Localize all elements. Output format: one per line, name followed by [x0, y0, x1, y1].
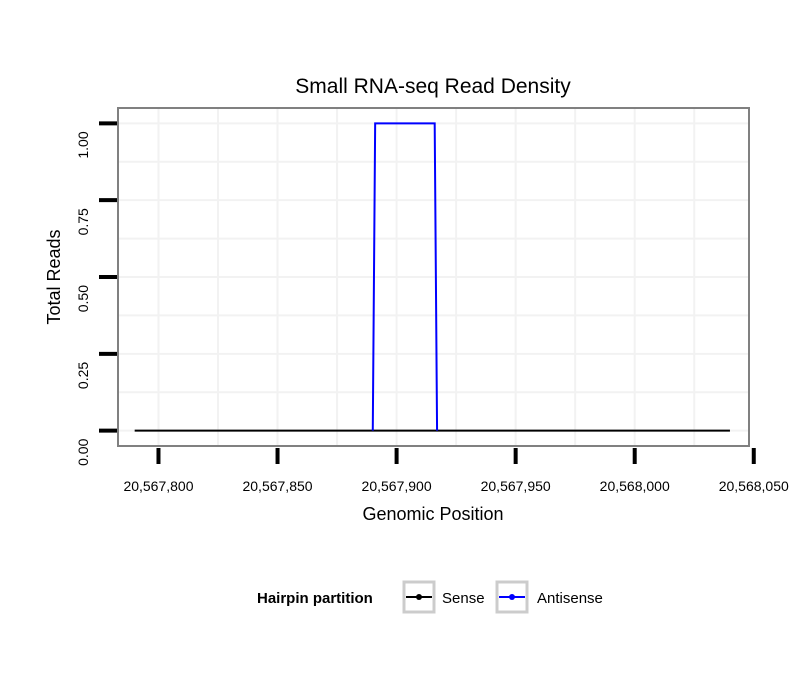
axis-layer: 20,567,800 20,567,850 20,567,900 20,567,950… [75, 121, 789, 494]
x-tick-label: 20,567,800 [123, 478, 193, 494]
x-tick-label: 20,568,050 [719, 478, 789, 494]
x-tick-label: 20,568,000 [600, 478, 670, 494]
x-tick-label: 20,567,950 [481, 478, 551, 494]
legend-label-sense: Sense [442, 590, 485, 607]
plot-panel-border [117, 107, 750, 447]
chart-title: Small RNA-seq Read Density [295, 75, 571, 98]
legend-title: Hairpin partition [257, 590, 373, 607]
x-tick-label: 20,567,900 [362, 478, 432, 494]
y-tick-label: 1.00 [75, 131, 91, 158]
y-tick-label: 0.75 [75, 208, 91, 235]
legend-point-sense [416, 594, 422, 600]
y-tick-label: 0.25 [75, 362, 91, 389]
x-tick-label: 20,567,850 [242, 478, 312, 494]
legend-point-antisense [509, 594, 515, 600]
grid-layer [118, 108, 749, 446]
series-line-antisense [371, 122, 439, 431]
legend: Hairpin partition Sense Antisense [257, 580, 603, 614]
y-axis-label: Total Reads [44, 229, 64, 324]
y-tick-label: 0.00 [75, 438, 91, 465]
y-tick-label: 0.50 [75, 285, 91, 312]
x-axis-label: Genomic Position [362, 504, 503, 524]
legend-label-antisense: Antisense [537, 590, 603, 607]
series-layer [134, 122, 730, 432]
